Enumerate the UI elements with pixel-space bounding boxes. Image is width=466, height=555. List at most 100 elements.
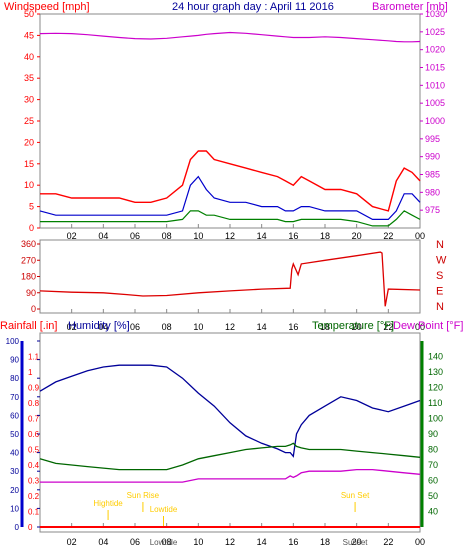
- direction-x-tick-label: 12: [225, 322, 235, 332]
- humidity-y-tick-label: 60: [10, 411, 19, 420]
- barometer-y-tick-label: 1005: [425, 98, 445, 108]
- direction-series-line: [39, 251, 421, 307]
- barometer-y-tick-label: 1020: [425, 45, 445, 55]
- climate-panel-frame: [39, 332, 421, 533]
- windspeed-axis-label: Windspeed [mph]: [4, 1, 90, 13]
- wind-x-tick-label: 04: [98, 231, 108, 241]
- direction-y-tick-label: 270: [21, 255, 36, 265]
- graph-title: 24 hour graph day : April 11 2016: [172, 1, 334, 13]
- barometer-y-tick-label: 1025: [425, 27, 445, 37]
- compass-label: N: [436, 239, 444, 251]
- climate-x-tick-label: 14: [257, 537, 267, 547]
- event-label: Sun Rise: [127, 491, 160, 500]
- bottom-event-label: Sunset: [343, 538, 369, 547]
- wind-x-tick-label: 06: [130, 231, 140, 241]
- climate-x-tick-label: 22: [383, 537, 393, 547]
- barometer-y-tick-label: 980: [425, 187, 440, 197]
- direction-x-tick-label: 20: [352, 322, 362, 332]
- humidity-y-tick-label: 50: [10, 430, 19, 439]
- direction-x-tick-label: 02: [67, 322, 77, 332]
- wind-x-tick-label: 12: [225, 231, 235, 241]
- rainfall-y-tick-label: 0.4: [28, 461, 40, 470]
- humidity-y-tick-label: 30: [10, 467, 19, 476]
- direction-x-tick-label: 10: [193, 322, 203, 332]
- wind_avg-series-line: [39, 175, 421, 220]
- rainfall-y-tick-label: 0.9: [28, 384, 40, 393]
- wind_min-series-line: [40, 210, 421, 227]
- temperature-y-tick-label: 140: [428, 352, 443, 362]
- event-label: Sun Set: [341, 491, 370, 500]
- temperature-axis-label: Temperature [°F]: [312, 320, 394, 332]
- barometer-y-tick-label: 1015: [425, 63, 445, 73]
- temperature-y-tick-label: 70: [428, 460, 438, 470]
- event-label: Lowtide: [150, 505, 178, 514]
- climate-chart: 0 0.1 0.2 0.3 0.4 0.5 0.6 0.7 0.8 0.9 1 1.1 0 10 20 30 4…: [6, 337, 443, 547]
- direction-y-tick-label: 0: [31, 304, 36, 314]
- humidity-y-tick-label: 0: [15, 523, 20, 532]
- humidity-series-line: [39, 364, 421, 458]
- direction-panel-frame: [39, 239, 421, 314]
- climate-x-tick-label: 12: [225, 537, 235, 547]
- event-label: Hightide: [93, 499, 123, 508]
- windspeed-y-tick-label: 5: [29, 202, 34, 212]
- wind-x-tick-label: 00: [415, 231, 425, 241]
- wind-x-tick-label: 18: [320, 231, 330, 241]
- rainfall-y-tick-label: 0.7: [28, 415, 40, 424]
- windspeed-y-tick-label: 15: [24, 159, 34, 169]
- rainfall-y-tick-label: 0.6: [28, 430, 40, 439]
- direction-y-tick-label: 90: [26, 288, 36, 298]
- wind-x-tick-label: 14: [257, 231, 267, 241]
- windspeed-y-tick-label: 35: [24, 73, 34, 83]
- climate-x-tick-label: 04: [98, 537, 108, 547]
- direction-x-tick-label: 14: [257, 322, 267, 332]
- temperature-y-tick-label: 90: [428, 429, 438, 439]
- climate-x-tick-label: 00: [415, 537, 425, 547]
- wind-x-tick-label: 16: [288, 231, 298, 241]
- compass-label: W: [436, 255, 447, 267]
- temperature-series-line: [39, 442, 421, 471]
- compass-label: N: [436, 301, 444, 313]
- wind-x-tick-label: 20: [352, 231, 362, 241]
- rainfall-y-tick-label: 0.8: [28, 399, 40, 408]
- barometer-y-tick-label: 990: [425, 152, 440, 162]
- windspeed-y-tick-label: 40: [24, 52, 34, 62]
- direction-x-tick-label: 00: [415, 322, 425, 332]
- temperature-y-tick-label: 80: [428, 445, 438, 455]
- windspeed-y-tick-label: 50: [24, 9, 34, 19]
- direction-x-tick-label: 18: [320, 322, 330, 332]
- temperature-y-tick-label: 120: [428, 383, 443, 393]
- dewpoint-series-line: [40, 468, 421, 483]
- windspeed-y-tick-label: 0: [29, 223, 34, 233]
- rainfall-y-tick-label: 1: [28, 368, 33, 377]
- humidity-y-tick-label: 40: [10, 449, 19, 458]
- humidity-y-tick-label: 90: [10, 356, 19, 365]
- direction-x-tick-label: 22: [383, 322, 393, 332]
- temperature-y-tick-label: 110: [428, 398, 442, 408]
- climate-x-tick-label: 02: [67, 537, 77, 547]
- bottom-event-label: Lowtide: [150, 538, 178, 547]
- dewpoint-axis-label: Dew Point [°F]: [393, 320, 463, 332]
- humidity-y-tick-label: 20: [10, 486, 19, 495]
- climate-x-tick-label: 16: [288, 537, 298, 547]
- windspeed-y-tick-label: 20: [24, 137, 34, 147]
- humidity-y-tick-label: 80: [10, 374, 19, 383]
- windspeed-y-tick-label: 10: [24, 180, 34, 190]
- humidity-axis-label: Humidity [%]: [68, 320, 130, 332]
- direction-x-tick-label: 08: [162, 322, 172, 332]
- rainfall-y-tick-label: 1.1: [28, 353, 40, 362]
- direction-y-tick-label: 360: [21, 239, 36, 249]
- direction-x-tick-label: 16: [288, 322, 298, 332]
- wind-x-tick-label: 08: [162, 231, 172, 241]
- windspeed-y-tick-label: 25: [24, 116, 34, 126]
- barometer-y-tick-label: 975: [425, 205, 440, 215]
- windspeed-y-tick-label: 30: [24, 95, 34, 105]
- temperature-y-tick-label: 60: [428, 476, 438, 486]
- direction-x-tick-label: 04: [98, 322, 108, 332]
- direction-x-tick-label: 06: [130, 322, 140, 332]
- rainfall-y-tick-label: 0.5: [28, 446, 40, 455]
- rainfall-axis-label: Rainfall [.in]: [0, 320, 57, 332]
- barometer-y-tick-label: 1010: [425, 80, 445, 90]
- wind-barometer-chart: 0510152025303540455097598098599099510001…: [24, 9, 445, 241]
- compass-label: S: [436, 270, 443, 282]
